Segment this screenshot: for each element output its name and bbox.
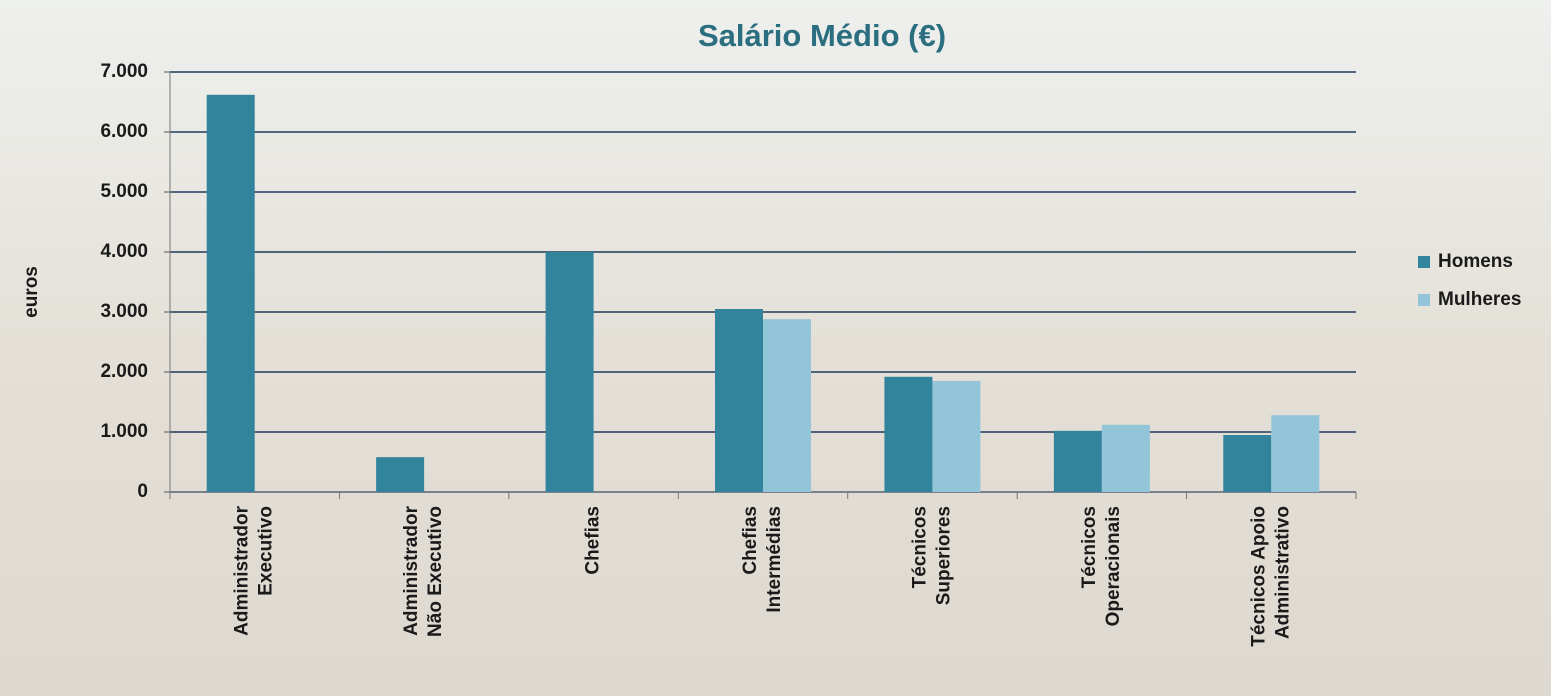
chart-title: Salário Médio (€) <box>698 18 946 53</box>
x-tick-label-line: Executivo <box>256 506 277 596</box>
bar <box>1223 435 1271 492</box>
x-tick-label: Chefias <box>583 506 604 575</box>
bar <box>1102 425 1150 492</box>
legend-swatch <box>1418 294 1430 306</box>
bar <box>884 377 932 492</box>
y-tick-label: 7.000 <box>100 61 148 82</box>
x-tick-label-line: Administrador <box>401 505 422 635</box>
legend-label: Homens <box>1438 251 1513 272</box>
bar <box>763 319 811 492</box>
x-tick-label-line: Técnicos <box>909 506 930 588</box>
x-tick-label-line: Administrativo <box>1272 506 1293 639</box>
x-tick-label-line: Intermédias <box>764 506 785 613</box>
bar <box>1054 431 1102 492</box>
x-tick-label-line: Chefias <box>740 506 761 575</box>
legend-label: Mulheres <box>1438 289 1521 310</box>
bar <box>376 457 424 492</box>
y-tick-label: 4.000 <box>100 241 148 262</box>
y-tick-label: 3.000 <box>100 301 148 322</box>
chart: Salário Médio (€) euros 0 1.000 2.000 3.000… <box>0 0 1551 696</box>
x-tick-label-line: Administrador <box>232 505 253 635</box>
bar <box>546 252 594 492</box>
y-tick-label: 0 <box>137 481 148 502</box>
y-tick-label: 5.000 <box>100 181 148 202</box>
x-tick-label-line: Superiores <box>933 506 954 605</box>
bar <box>715 309 763 492</box>
x-tick-label-line: Técnicos Apoio <box>1248 506 1269 647</box>
x-tick-label-line: Técnicos <box>1079 506 1100 588</box>
bar <box>932 381 980 492</box>
bar <box>1271 415 1319 492</box>
legend-swatch <box>1418 256 1430 268</box>
y-tick-label: 6.000 <box>100 121 148 142</box>
y-tick-label: 1.000 <box>100 421 148 442</box>
bar <box>207 95 255 492</box>
y-axis-label: euros <box>21 266 42 318</box>
x-tick-label-line: Não Executivo <box>425 506 446 637</box>
y-tick-label: 2.000 <box>100 361 148 382</box>
x-tick-label-line: Operacionais <box>1103 506 1124 626</box>
x-tick-label-line: Chefias <box>583 506 604 575</box>
